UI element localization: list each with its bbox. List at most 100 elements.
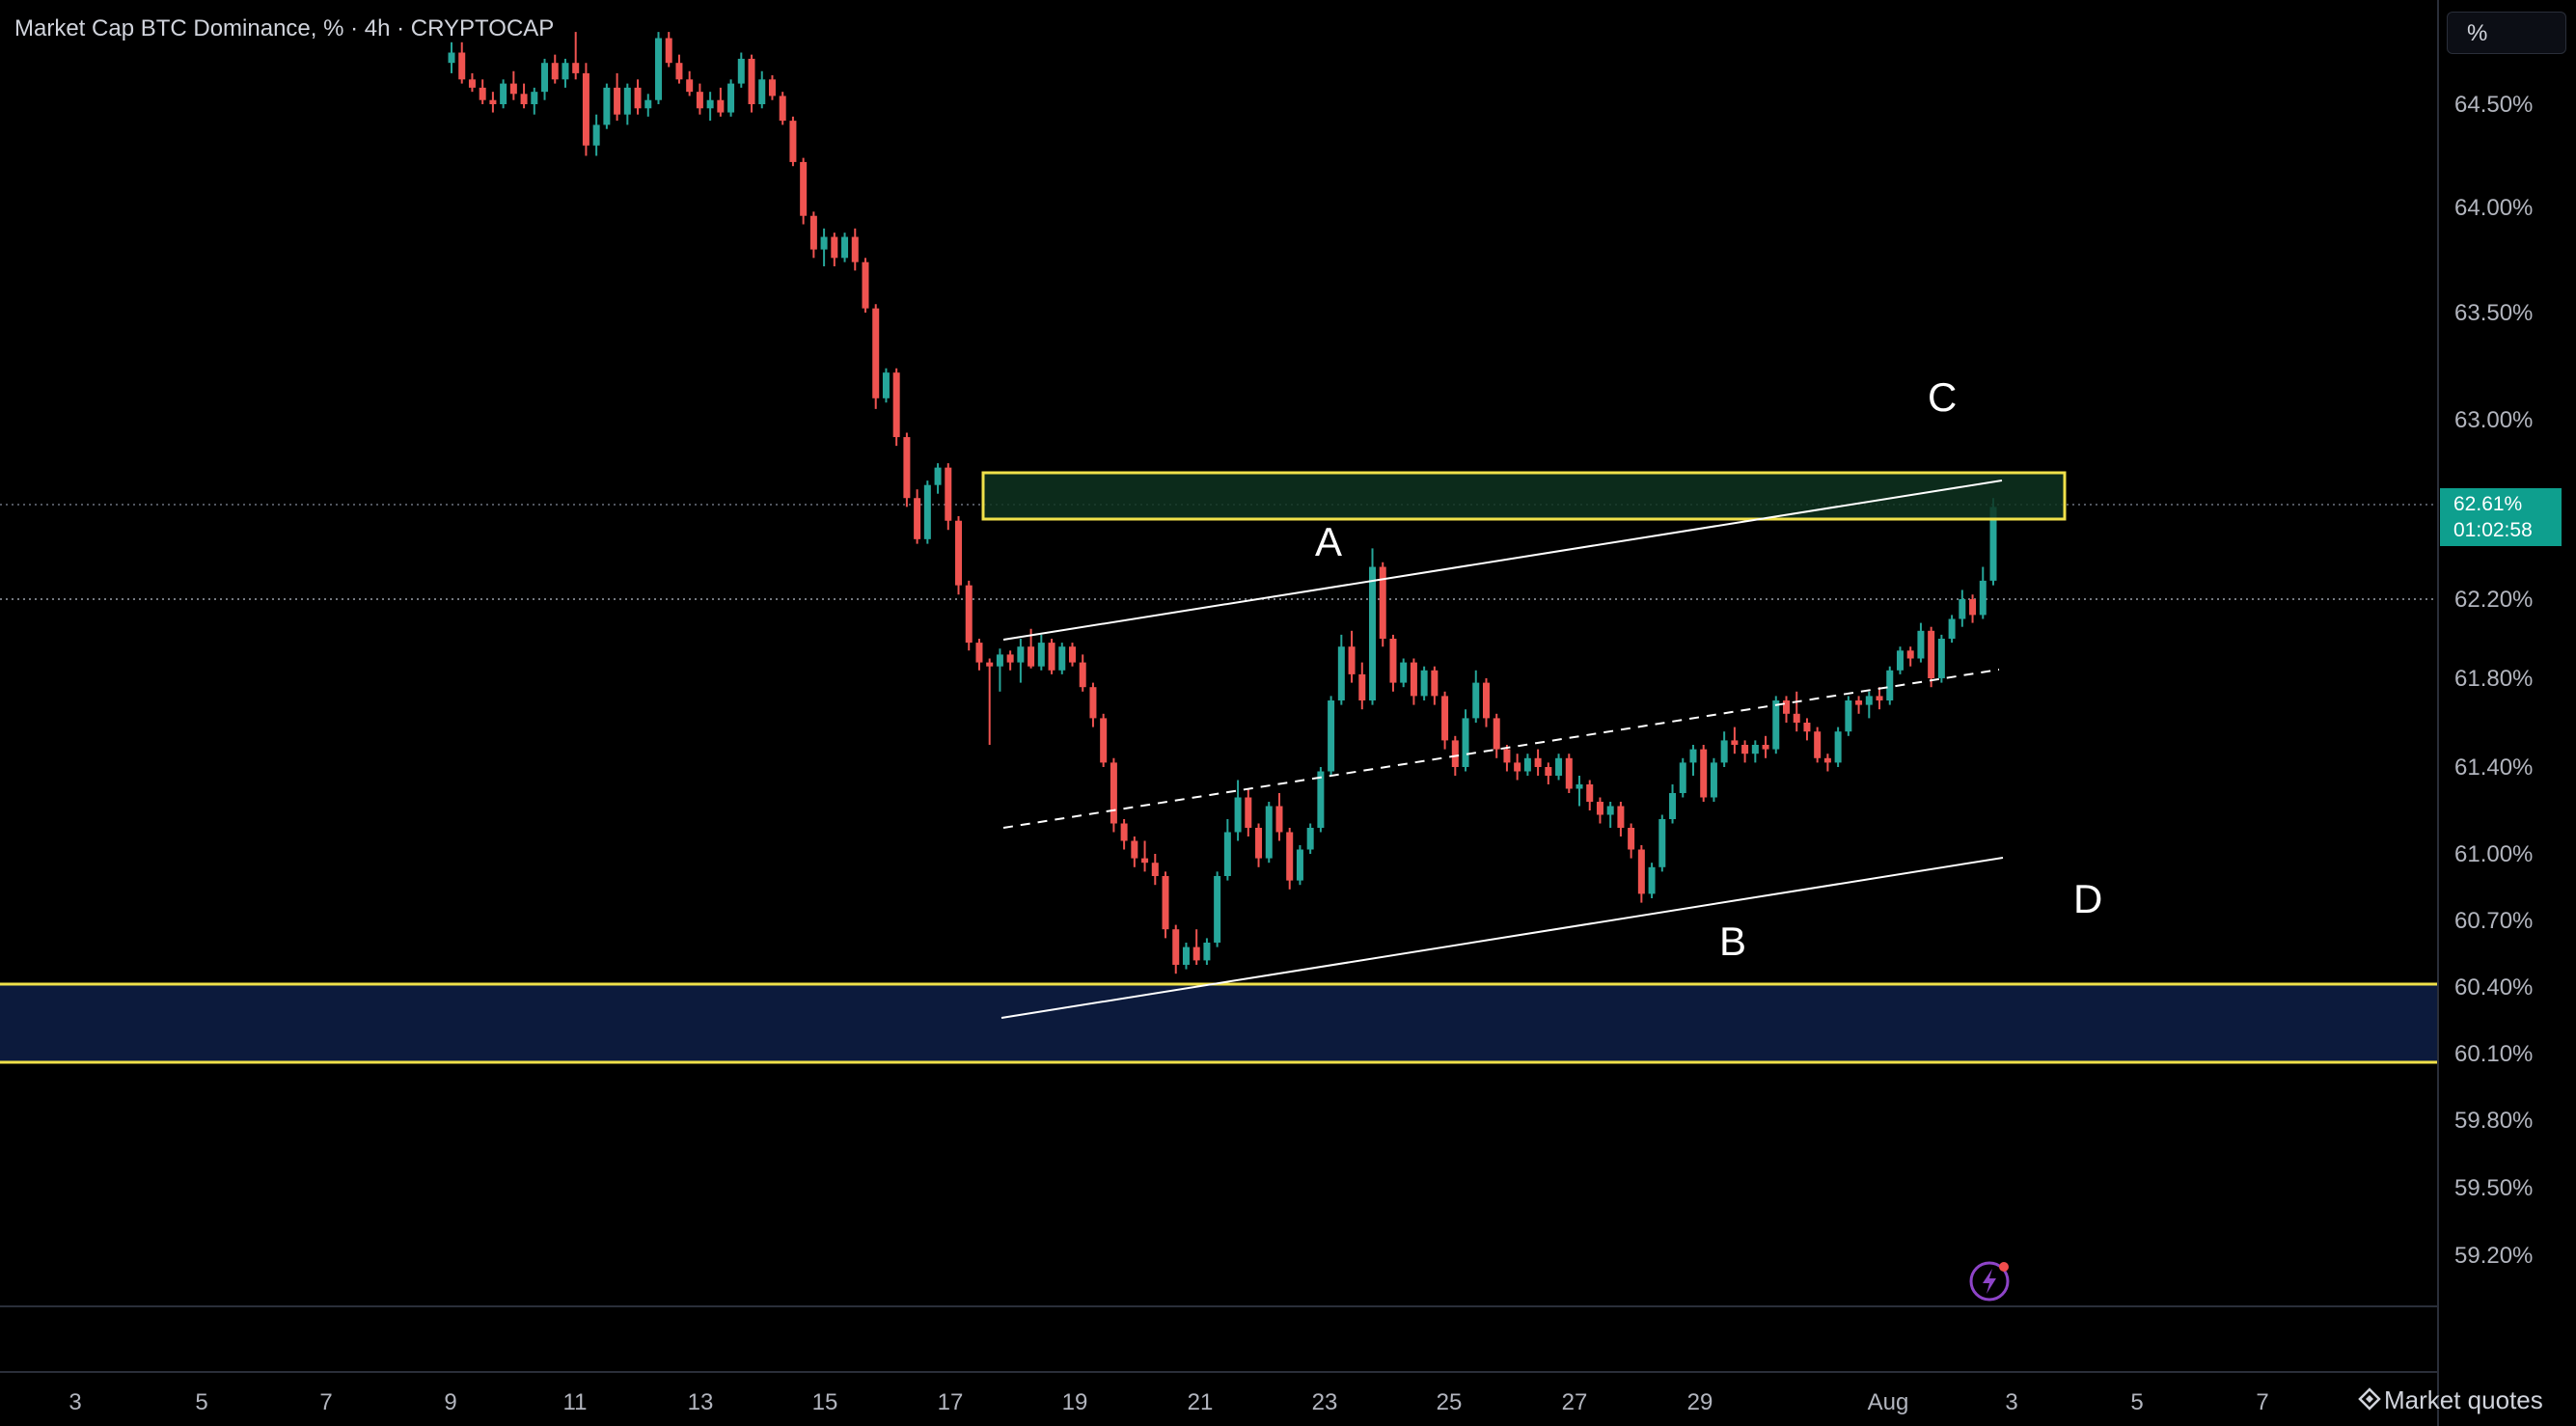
candle-body: [1110, 762, 1117, 824]
candle-body: [1948, 618, 1956, 639]
annotation-b: B: [1719, 919, 1746, 964]
candle-body: [1369, 566, 1377, 700]
candle-body: [1928, 630, 1935, 678]
upper-trendline[interactable]: [1002, 480, 2003, 641]
candle-body: [489, 99, 497, 104]
candle-body: [1079, 662, 1086, 688]
candle-body: [1017, 646, 1025, 663]
candle-body: [1959, 599, 1966, 619]
y-tick-label: 63.00%: [2454, 407, 2533, 433]
y-tick-label: 64.00%: [2454, 195, 2533, 221]
candle-body: [654, 38, 662, 100]
x-tick-label: 9: [444, 1389, 456, 1415]
candle-body: [1472, 682, 1480, 719]
candle-body: [1214, 876, 1221, 943]
candle-body: [1679, 762, 1686, 793]
candle-body: [1028, 646, 1035, 667]
market-quotes-link[interactable]: Market quotes: [2355, 1385, 2543, 1415]
candle-body: [1182, 946, 1190, 965]
candle-body: [1048, 643, 1055, 671]
candle-body: [1306, 828, 1314, 850]
candle-body: [923, 484, 931, 539]
y-tick-label: 64.50%: [2454, 92, 2533, 118]
x-tick-label: Aug: [1868, 1389, 1909, 1415]
y-tick-label: 60.10%: [2454, 1041, 2533, 1067]
candle-body: [1534, 757, 1542, 767]
x-tick-label: 27: [1562, 1389, 1588, 1415]
candle-body: [934, 467, 942, 485]
candle-body: [623, 87, 631, 115]
candle-body: [1192, 946, 1200, 961]
candle-body: [1762, 745, 1769, 750]
price-axis-labels: 64.50% 64.00% 63.50% 63.00% 62.20% 61.80% 61.4…: [2454, 92, 2533, 1269]
candle-body: [1348, 646, 1356, 674]
lightning-icon[interactable]: [1968, 1258, 2013, 1303]
candle-body: [1596, 802, 1603, 815]
y-tick-label: 60.40%: [2454, 974, 2533, 1001]
middle-dashed-trendline[interactable]: [1002, 669, 2000, 829]
x-tick-label: 5: [195, 1389, 207, 1415]
candle-body: [706, 99, 714, 109]
candle-body: [1741, 745, 1749, 754]
y-tick-label: 59.20%: [2454, 1243, 2533, 1269]
candle-body: [1917, 630, 1925, 659]
candle-body: [1814, 731, 1822, 758]
candle-body: [1803, 723, 1811, 732]
candle-body: [541, 63, 549, 93]
candle-body: [1431, 670, 1439, 697]
unit-toggle-button[interactable]: %: [2447, 12, 2566, 54]
candle-body: [665, 38, 672, 64]
candle-body: [1275, 806, 1283, 833]
candle-body: [727, 83, 735, 113]
candle-body: [1379, 566, 1386, 639]
candles-layer: [448, 32, 1997, 974]
last-price-badge: 62.61% 01:02:58: [2440, 488, 2562, 546]
candle-body: [1720, 740, 1728, 763]
candle-body: [448, 52, 455, 64]
candle-body: [1628, 828, 1635, 850]
candle-body: [479, 87, 486, 100]
candle-body: [696, 92, 703, 109]
candle-body: [903, 437, 911, 499]
candle-body: [955, 520, 963, 586]
candle-body: [1834, 731, 1842, 763]
candle-body: [996, 654, 1003, 667]
candle-body: [1223, 832, 1231, 876]
x-tick-label: 5: [2130, 1389, 2143, 1415]
candle-body: [851, 236, 859, 262]
x-tick-label: 3: [69, 1389, 81, 1415]
resistance-zone[interactable]: [981, 471, 2067, 521]
x-tick-label: 23: [1312, 1389, 1338, 1415]
candle-body: [1523, 757, 1531, 772]
candle-body: [1255, 828, 1263, 859]
candle-body: [1462, 718, 1469, 767]
candle-body: [758, 79, 766, 104]
candle-body: [686, 79, 694, 93]
candle-body: [820, 236, 828, 250]
x-tick-label: 21: [1188, 1389, 1214, 1415]
candle-body: [1265, 806, 1273, 859]
candle-body: [520, 94, 528, 104]
candle-body: [1286, 832, 1294, 881]
candle-body: [1410, 662, 1417, 697]
candle-body: [468, 79, 476, 88]
candle-body: [914, 498, 921, 539]
candle-body: [1689, 749, 1697, 763]
candle-body: [1710, 762, 1717, 798]
candle-body: [789, 121, 797, 162]
lower-trendline[interactable]: [1000, 857, 2004, 1019]
last-price-value: 62.61%: [2453, 493, 2523, 515]
x-tick-label: 29: [1687, 1389, 1713, 1415]
support-zone: [0, 985, 2438, 1062]
candle-body: [717, 99, 725, 113]
candle-body: [831, 236, 838, 259]
candle-body: [592, 124, 600, 146]
candle-body: [975, 643, 983, 663]
candle-body: [1493, 718, 1500, 750]
candle-body: [1151, 863, 1159, 876]
candle-body: [1358, 673, 1366, 700]
candle-body: [1845, 700, 1852, 732]
candle-body: [1979, 580, 1987, 616]
candle-body: [1203, 943, 1211, 961]
